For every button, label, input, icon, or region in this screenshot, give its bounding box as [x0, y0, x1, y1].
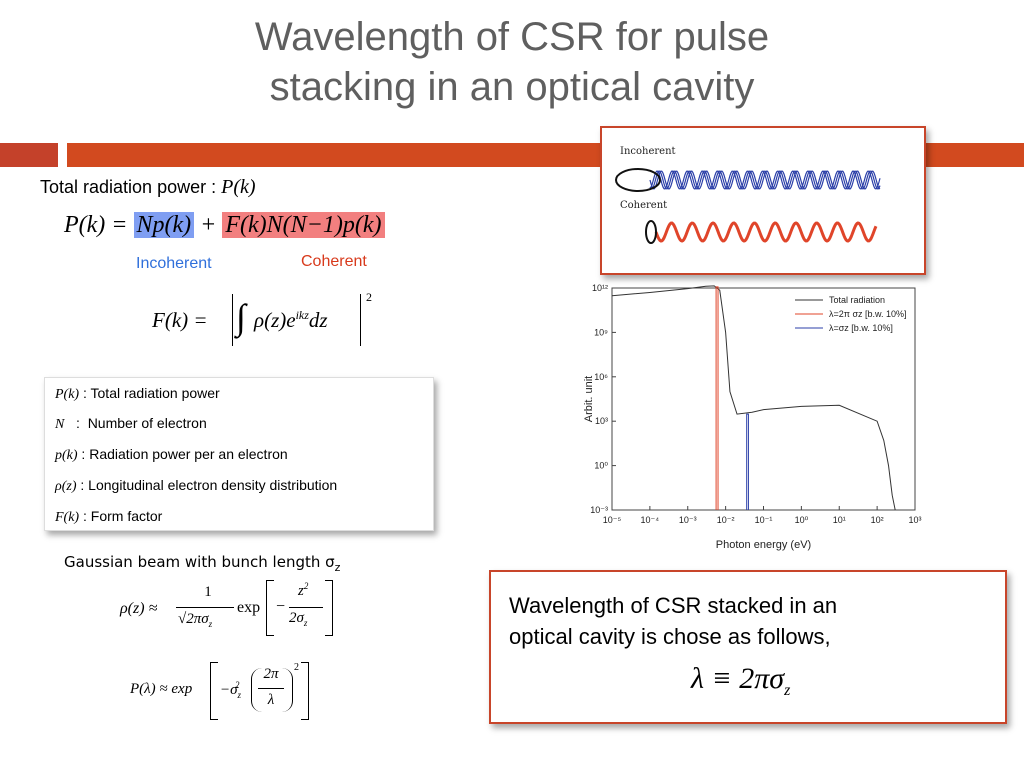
csr-text: Wavelength of CSR stacked in an optical …	[509, 593, 838, 649]
form-factor-lhs: F(k) =	[152, 308, 208, 332]
coherent-label: Coherent	[301, 253, 367, 270]
series-line-1	[715, 286, 719, 510]
eq-plus: +	[200, 212, 217, 238]
p-lambda-lhs: P(λ) ≈ exp	[130, 681, 193, 697]
total-power-symbol: P(k)	[221, 176, 256, 198]
p-paren-power: 2	[294, 662, 299, 673]
legend-entry: Total radiation	[829, 295, 885, 305]
p-inner-bar	[258, 688, 284, 689]
abs-bar-right	[360, 294, 364, 346]
incoherent-label: Incoherent	[136, 255, 212, 272]
total-power-label: Total radiation power : P(k)	[40, 176, 256, 198]
p-paren-right	[282, 668, 293, 712]
rho-bracket-right	[325, 580, 333, 636]
eq-lhs: P(k) =	[64, 212, 128, 238]
x-tick-label: 10¹	[833, 515, 846, 525]
p-inner-denominator: λ	[267, 692, 275, 708]
p-sigma-term: −σz2	[220, 680, 242, 700]
definition-row: p(k) : Radiation power per an electron	[55, 446, 288, 463]
series-line-0	[611, 285, 896, 511]
legend-entry: λ=σz [b.w. 10%]	[829, 323, 893, 333]
y-tick-label: 10¹²	[592, 283, 608, 293]
title-line-1: Wavelength of CSR for pulse	[254, 15, 770, 59]
main-equation: P(k) = Np(k) + F(k)N(N−1)p(k)	[64, 212, 385, 244]
incoherent-wave-2	[649, 170, 881, 190]
form-factor-integrand: ρ(z)eikzdz	[254, 308, 328, 332]
definition-row: P(k) : Total radiation power	[55, 385, 220, 402]
definition-row: N : Number of electron	[55, 415, 207, 432]
incoherent-term: Np(k)	[133, 212, 195, 238]
rho-denominator: √2πσz	[178, 611, 213, 629]
rho-lhs: ρ(z) ≈	[120, 600, 158, 617]
csr-equation: λ ≡ 2πσz	[691, 662, 791, 699]
title-line-2: stacking in an optical cavity	[269, 65, 755, 109]
y-axis-label: Arbit. unit	[583, 376, 595, 422]
coherent-term: F(k)N(N−1)p(k)	[222, 212, 385, 238]
y-tick-label: 10⁻³	[590, 505, 608, 515]
x-tick-label: 10⁻¹	[755, 515, 773, 525]
x-axis-label: Photon energy (eV)	[716, 539, 811, 551]
x-tick-label: 10⁻⁵	[603, 515, 622, 525]
abs-bar-left	[232, 294, 236, 346]
y-tick-label: 10⁰	[594, 461, 608, 471]
csr-wavelength-box: Wavelength of CSR stacked in an optical …	[489, 570, 1007, 724]
p-paren-left	[251, 668, 262, 712]
legend-entry: λ=2π σz [b.w. 10%]	[829, 309, 907, 319]
rho-inner-numerator: z2	[298, 581, 309, 599]
wave-graphics	[615, 168, 881, 244]
y-tick-label: 10³	[595, 416, 608, 426]
rho-inner-denominator: 2σz	[289, 610, 308, 628]
form-factor-power: 2	[366, 290, 372, 304]
y-tick-label: 10⁹	[594, 327, 608, 337]
p-inner-numerator: 2π	[263, 666, 279, 682]
plot-frame	[611, 287, 916, 511]
definitions-box: P(k) : Total radiation power N : Number …	[44, 377, 434, 531]
radiation-chart: 10⁻⁵ 10⁻⁴ 10⁻³ 10⁻² 10⁻¹ 10⁰ 10¹ 10² 10³ 10⁻³ 10⁰ 1…	[583, 283, 922, 551]
gaussian-label: Gaussian beam with bunch length σz	[64, 553, 341, 574]
x-tick-label: 10⁰	[795, 515, 809, 525]
rho-minus: −	[276, 598, 286, 615]
definition-row: F(k) : Form factor	[55, 508, 163, 525]
wave-coherent-label: Coherent	[620, 200, 668, 211]
y-tick-label: 10⁶	[594, 372, 608, 382]
page-title: Wavelength of CSR for pulse stacking in …	[0, 12, 1024, 112]
x-tick-label: 10²	[871, 515, 884, 525]
definition-row: ρ(z) : Longitudinal electron density dis…	[55, 477, 338, 494]
series-line-2	[746, 413, 749, 510]
x-tick-label: 10⁻²	[717, 515, 735, 525]
rho-exp: exp	[237, 599, 261, 616]
p-bracket-right	[301, 662, 309, 720]
integral-sign: ∫	[236, 297, 246, 337]
rho-bracket-left	[266, 580, 274, 636]
x-tick-label: 10⁻³	[679, 515, 697, 525]
x-tick-label: 10³	[908, 515, 921, 525]
incoherent-bunch-ellipse	[615, 168, 661, 192]
rho-fraction-bar	[176, 607, 234, 608]
rho-numerator: 1	[204, 584, 212, 600]
x-tick-label: 10⁻⁴	[641, 515, 660, 525]
p-bracket-left	[210, 662, 218, 720]
rho-inner-bar	[289, 607, 323, 608]
wave-diagram: Incoherent Coherent	[600, 126, 926, 275]
accent-bar-left	[0, 143, 58, 167]
coherent-wave	[654, 221, 878, 243]
wave-incoherent-label: Incoherent	[620, 146, 676, 157]
coherent-bunch-ellipse	[645, 220, 657, 244]
